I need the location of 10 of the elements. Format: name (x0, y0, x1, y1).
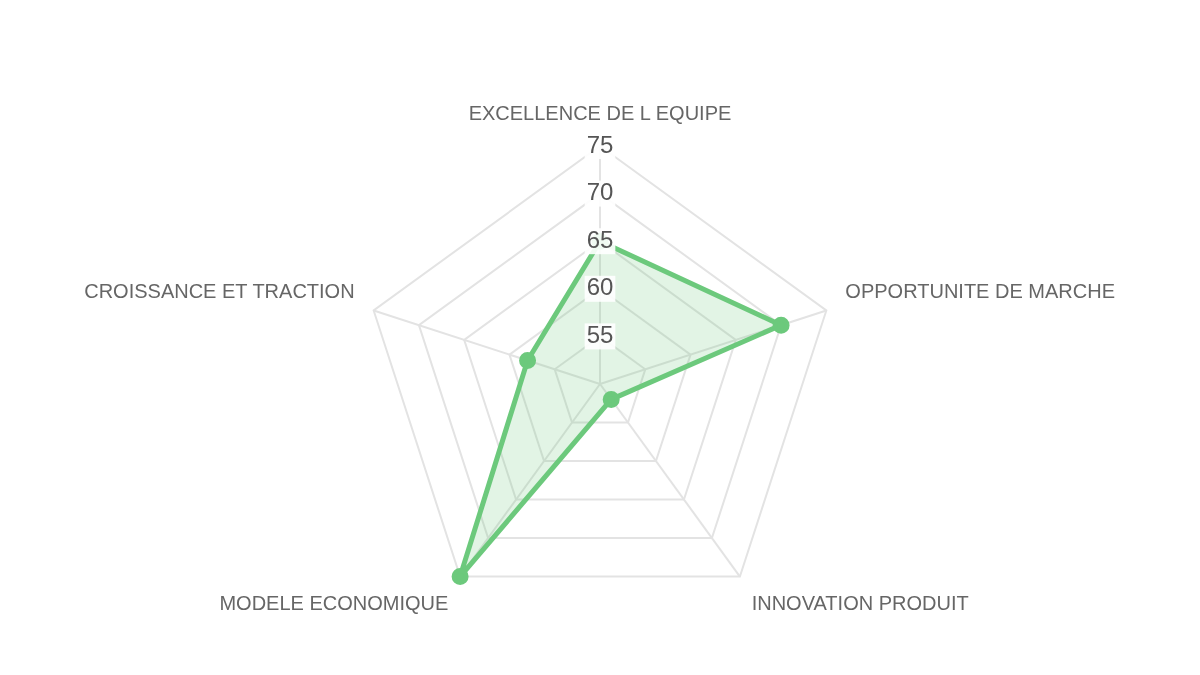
spoke-label: MODELE ECONOMIQUE (219, 592, 449, 615)
spoke-label: EXCELLENCE DE L EQUIPE (468, 101, 732, 124)
y-tick-label: 60 (586, 273, 614, 301)
spoke-label: INNOVATION PRODUIT (751, 592, 969, 615)
spoke-label: CROISSANCE ET TRACTION (84, 279, 355, 302)
y-tick-label: 75 (586, 130, 614, 158)
y-tick-label: 55 (586, 321, 614, 349)
y-tick-label: 65 (586, 225, 614, 253)
spoke-label: OPPORTUNITE DE MARCHE (845, 279, 1116, 302)
y-tick-label: 70 (586, 178, 614, 206)
